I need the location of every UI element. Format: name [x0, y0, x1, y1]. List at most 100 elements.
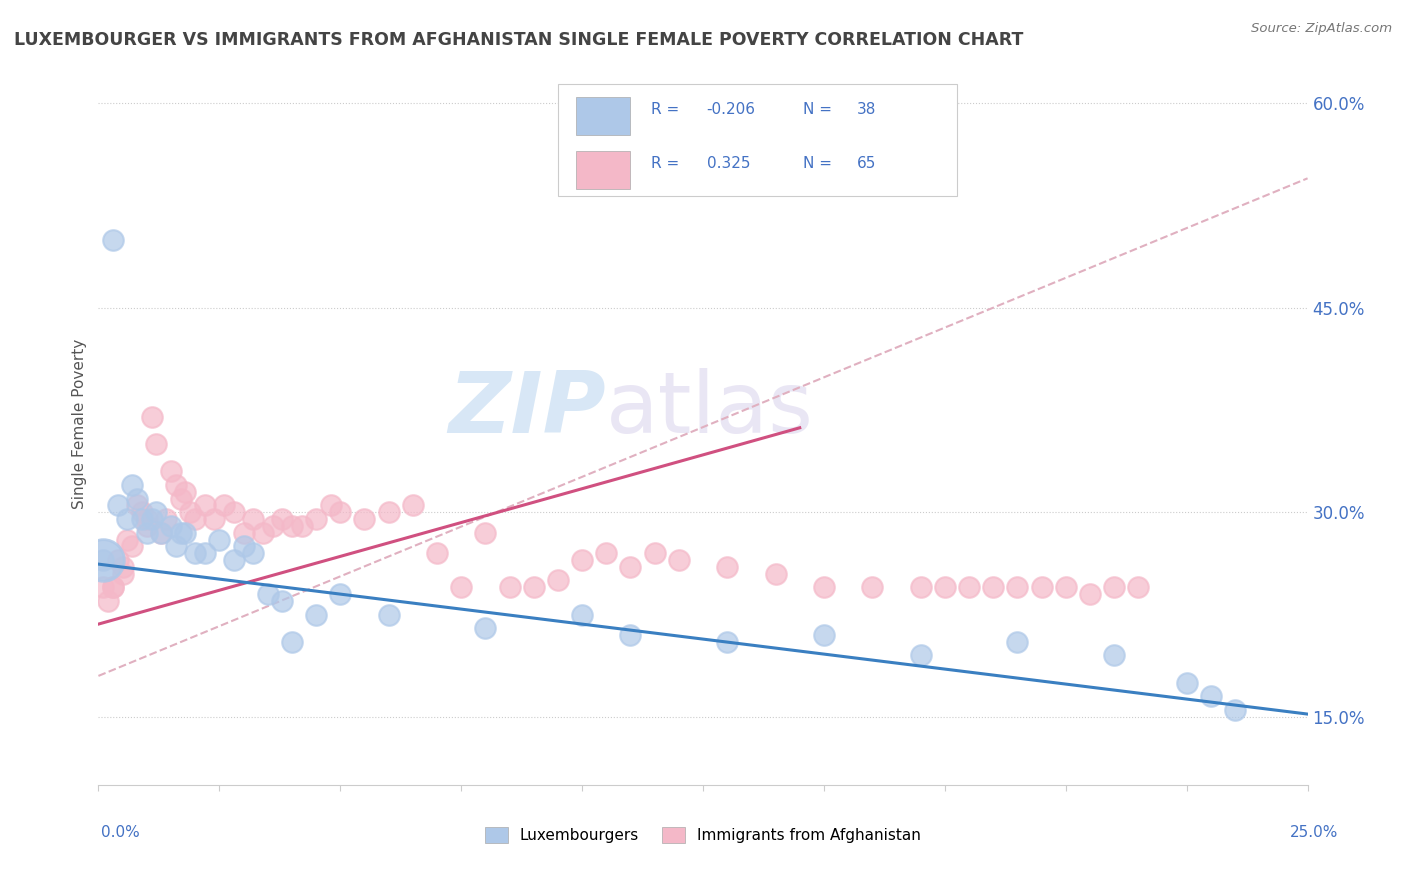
Point [1054, 580, 1077, 594]
Y-axis label: Single Female Poverty: Single Female Poverty [72, 339, 87, 508]
Point [242, 512, 264, 526]
Point [150, 525, 173, 540]
Point [377, 607, 399, 622]
Point [242, 546, 264, 560]
Point [271, 594, 294, 608]
Point [131, 505, 153, 519]
Point [155, 512, 177, 526]
Point [160, 464, 183, 478]
Text: Source: ZipAtlas.com: Source: ZipAtlas.com [1251, 22, 1392, 36]
Point [135, 519, 157, 533]
Point [498, 580, 520, 594]
Point [169, 525, 191, 540]
Point [910, 648, 932, 663]
Point [644, 546, 666, 560]
Text: 0.325: 0.325 [707, 156, 751, 171]
Point [281, 519, 304, 533]
Point [474, 621, 496, 635]
Point [145, 505, 167, 519]
Point [141, 409, 163, 424]
Point [813, 628, 835, 642]
Point [169, 491, 191, 506]
Text: -0.206: -0.206 [707, 102, 755, 117]
Point [262, 519, 284, 533]
Point [121, 540, 143, 554]
Point [1007, 635, 1029, 649]
Point [523, 580, 546, 594]
Point [127, 499, 149, 513]
Text: N =: N = [803, 102, 837, 117]
Text: 65: 65 [856, 156, 876, 171]
Point [910, 580, 932, 594]
FancyBboxPatch shape [576, 152, 630, 189]
Text: ZIP: ZIP [449, 368, 606, 450]
Point [426, 546, 449, 560]
Point [571, 553, 593, 567]
Point [111, 566, 134, 581]
Point [204, 512, 226, 526]
Point [716, 635, 738, 649]
Text: 38: 38 [856, 102, 876, 117]
Point [319, 499, 342, 513]
Point [101, 580, 124, 594]
Point [208, 533, 231, 547]
Point [97, 594, 120, 608]
Legend: Luxembourgers, Immigrants from Afghanistan: Luxembourgers, Immigrants from Afghanist… [478, 822, 928, 849]
Point [353, 512, 375, 526]
Point [91, 580, 114, 594]
FancyBboxPatch shape [576, 97, 630, 135]
Point [135, 525, 157, 540]
Text: 25.0%: 25.0% [1291, 825, 1339, 840]
Point [117, 512, 139, 526]
Point [1102, 648, 1125, 663]
Point [222, 553, 245, 567]
Point [765, 566, 787, 581]
Point [474, 525, 496, 540]
Point [1078, 587, 1101, 601]
Point [117, 533, 139, 547]
Point [91, 553, 114, 567]
Point [1223, 703, 1246, 717]
Point [212, 499, 235, 513]
Point [1031, 580, 1053, 594]
Point [222, 505, 245, 519]
Point [141, 512, 163, 526]
Point [1199, 690, 1222, 704]
Point [252, 525, 274, 540]
Text: atlas: atlas [606, 368, 814, 450]
Text: R =: R = [651, 156, 685, 171]
Point [111, 559, 134, 574]
Point [184, 546, 207, 560]
Point [377, 505, 399, 519]
Point [135, 512, 157, 526]
Point [290, 519, 312, 533]
Point [184, 512, 207, 526]
Point [716, 559, 738, 574]
Point [981, 580, 1004, 594]
Point [547, 574, 569, 588]
Point [107, 553, 129, 567]
Point [934, 580, 956, 594]
Point [194, 546, 217, 560]
Point [1102, 580, 1125, 594]
Point [131, 512, 153, 526]
Point [179, 505, 201, 519]
Point [329, 505, 352, 519]
Point [101, 233, 124, 247]
Point [1175, 675, 1198, 690]
Point [165, 478, 187, 492]
FancyBboxPatch shape [558, 84, 957, 196]
Point [619, 628, 641, 642]
Point [127, 491, 149, 506]
Point [860, 580, 883, 594]
Point [305, 512, 328, 526]
Point [668, 553, 690, 567]
Point [165, 540, 187, 554]
Point [619, 559, 641, 574]
Point [145, 437, 167, 451]
Point [194, 499, 217, 513]
Point [271, 512, 294, 526]
Point [450, 580, 472, 594]
Text: 0.0%: 0.0% [101, 825, 141, 840]
Point [281, 635, 304, 649]
